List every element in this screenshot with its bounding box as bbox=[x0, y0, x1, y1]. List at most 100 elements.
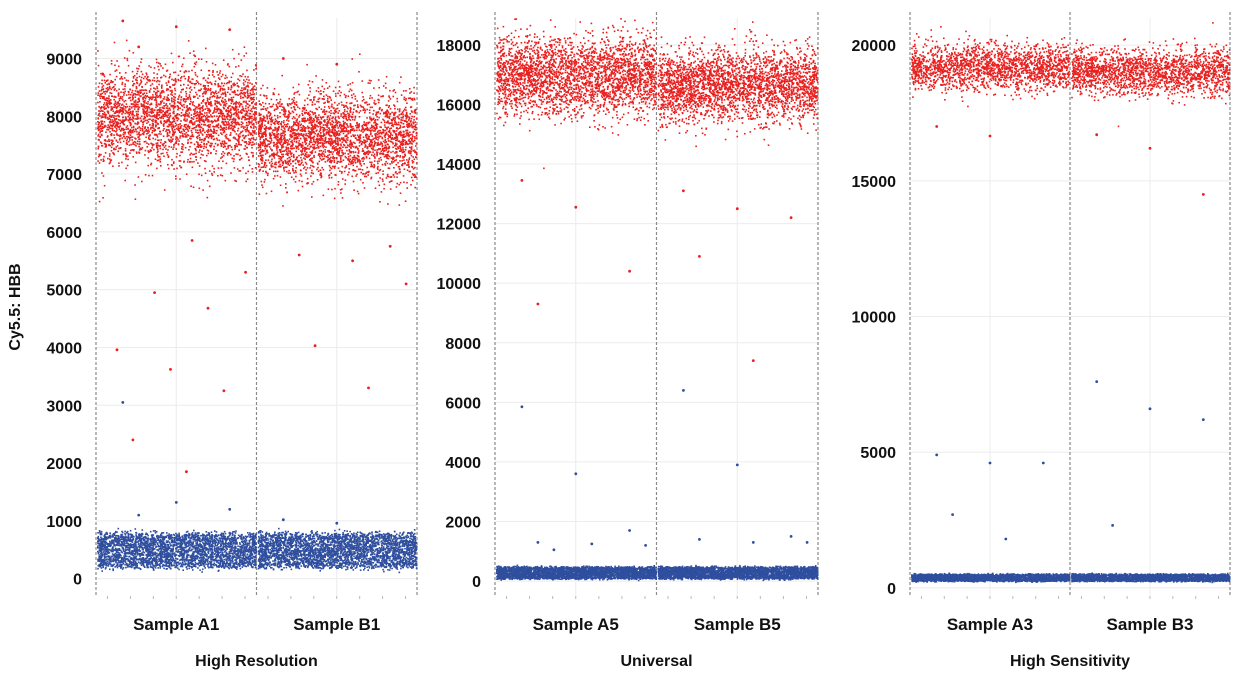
droplet-point bbox=[187, 161, 189, 163]
droplet-point bbox=[184, 118, 186, 120]
droplet-point bbox=[117, 106, 119, 108]
droplet-point bbox=[241, 131, 243, 133]
droplet-point bbox=[251, 120, 253, 122]
droplet-point bbox=[234, 145, 236, 147]
droplet-point bbox=[231, 127, 233, 129]
droplet-point bbox=[221, 128, 223, 130]
droplet-point bbox=[305, 135, 307, 137]
droplet-point bbox=[298, 155, 300, 157]
droplet-point bbox=[141, 181, 143, 183]
droplet-point bbox=[190, 101, 192, 103]
droplet-point bbox=[230, 172, 232, 174]
droplet-point bbox=[403, 175, 405, 177]
droplet-point bbox=[133, 52, 135, 54]
droplet-point bbox=[187, 139, 189, 141]
droplet-point bbox=[290, 163, 292, 165]
droplet-point bbox=[189, 154, 191, 156]
droplet-point bbox=[118, 162, 120, 164]
droplet-point bbox=[369, 116, 371, 118]
droplet-point bbox=[221, 116, 223, 118]
droplet-point bbox=[238, 140, 240, 142]
droplet-point bbox=[411, 177, 413, 179]
droplet-point bbox=[245, 181, 247, 183]
droplet-point bbox=[97, 135, 99, 137]
droplet-point bbox=[255, 126, 257, 128]
droplet-point bbox=[254, 85, 256, 87]
y-tick-label: 5000 bbox=[46, 283, 82, 300]
droplet-point bbox=[387, 176, 389, 178]
droplet-point bbox=[159, 145, 161, 147]
droplet-point bbox=[165, 131, 167, 133]
droplet-point bbox=[207, 78, 209, 80]
droplet-point bbox=[187, 134, 189, 136]
droplet-point bbox=[150, 143, 152, 145]
droplet-point bbox=[98, 130, 100, 132]
droplet-point bbox=[374, 160, 376, 162]
droplet-point bbox=[167, 129, 169, 131]
droplet-point bbox=[307, 154, 309, 156]
droplet-point bbox=[194, 148, 196, 150]
droplet-point bbox=[98, 86, 100, 88]
droplet-point bbox=[226, 148, 228, 150]
droplet-point bbox=[163, 135, 165, 137]
droplet-point bbox=[136, 115, 138, 117]
droplet-point bbox=[236, 107, 238, 109]
droplet-point bbox=[121, 113, 123, 115]
droplet-point bbox=[196, 94, 198, 96]
droplet-point bbox=[285, 162, 287, 164]
droplet-point bbox=[132, 81, 134, 83]
droplet-point bbox=[206, 114, 208, 116]
droplet-point bbox=[136, 111, 138, 113]
droplet-point bbox=[210, 94, 212, 96]
droplet-point bbox=[180, 70, 182, 72]
droplet-point bbox=[350, 159, 352, 161]
droplet-point bbox=[175, 81, 177, 83]
droplet-point bbox=[123, 105, 125, 107]
droplet-point bbox=[100, 97, 102, 99]
droplet-point bbox=[235, 153, 237, 155]
droplet-point bbox=[99, 132, 101, 134]
droplet-point bbox=[121, 121, 123, 123]
droplet-point bbox=[287, 104, 289, 106]
droplet-point bbox=[133, 121, 135, 123]
droplet-point bbox=[354, 159, 356, 161]
droplet-point bbox=[173, 144, 175, 146]
droplet-point bbox=[401, 141, 403, 143]
droplet-point bbox=[132, 90, 134, 92]
droplet-point bbox=[119, 103, 121, 105]
droplet-point bbox=[132, 85, 134, 87]
droplet-point bbox=[182, 151, 184, 153]
droplet-point bbox=[143, 111, 145, 113]
droplet-point bbox=[197, 120, 199, 122]
droplet-point bbox=[148, 112, 150, 114]
droplet-point bbox=[338, 103, 340, 105]
droplet-point bbox=[246, 53, 248, 55]
droplet-point bbox=[195, 64, 197, 66]
droplet-point bbox=[388, 112, 390, 114]
droplet-point bbox=[235, 66, 237, 68]
droplet-point bbox=[138, 85, 140, 87]
droplet-point bbox=[211, 135, 213, 137]
droplet-point bbox=[111, 63, 113, 65]
droplet-point bbox=[113, 115, 115, 117]
droplet-point bbox=[218, 127, 220, 129]
droplet-point bbox=[171, 53, 173, 55]
droplet-point bbox=[157, 110, 159, 112]
droplet-point bbox=[138, 92, 140, 94]
droplet-point bbox=[198, 151, 200, 153]
droplet-point bbox=[255, 107, 257, 109]
droplet-point bbox=[128, 94, 130, 96]
droplet-point bbox=[212, 165, 214, 167]
droplet-point bbox=[295, 163, 297, 165]
droplet-point bbox=[177, 105, 179, 107]
droplet-point bbox=[232, 107, 234, 109]
droplet-point bbox=[347, 174, 349, 176]
droplet-point bbox=[339, 86, 341, 88]
droplet-point bbox=[227, 63, 229, 65]
droplet-point bbox=[190, 185, 192, 187]
droplet-point bbox=[354, 160, 356, 162]
droplet-point bbox=[119, 72, 121, 74]
droplet-point bbox=[254, 115, 256, 117]
droplet-point bbox=[159, 156, 161, 158]
droplet-point bbox=[113, 154, 115, 156]
